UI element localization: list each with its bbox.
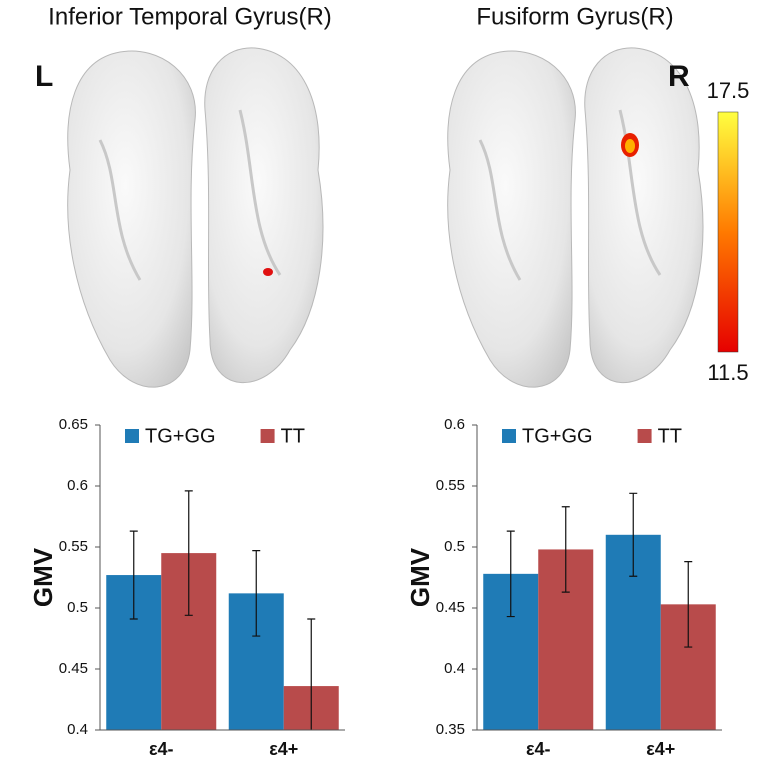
legend-swatch — [125, 429, 139, 443]
brain-left — [67, 47, 324, 388]
y-tick-label: 0.35 — [436, 721, 465, 738]
legend-swatch — [637, 429, 652, 443]
y-tick-label: 0.4 — [67, 721, 88, 738]
y-tick-label: 0.5 — [67, 599, 88, 616]
legend-swatch — [260, 429, 275, 443]
error-bar — [684, 561, 693, 648]
y-tick-label: 0.45 — [59, 660, 88, 677]
chart-title: Fusiform Gyrus(R) — [476, 3, 673, 30]
plot-area — [106, 490, 339, 730]
y-tick-label: 0.65 — [59, 416, 88, 433]
hemisphere-label: R — [668, 60, 690, 93]
legend-label: TT — [281, 425, 305, 447]
error-bar — [129, 530, 138, 620]
colorbar — [717, 111, 739, 353]
error-bar — [307, 618, 316, 730]
error-bar — [184, 490, 193, 616]
y-tick-label: 0.6 — [444, 416, 465, 433]
plot-area — [483, 492, 716, 730]
y-tick-label: 0.5 — [444, 538, 465, 555]
chart-title: Inferior Temporal Gyrus(R) — [48, 3, 332, 30]
legend-swatch — [502, 429, 516, 443]
error-bar — [561, 506, 570, 593]
x-tick-label: ε4+ — [646, 739, 675, 759]
colorbar-max: 17.5 — [707, 78, 750, 103]
cluster — [263, 268, 273, 276]
hemisphere-label: L — [35, 60, 53, 93]
y-axis-label: GMV — [405, 547, 435, 607]
x-tick-label: ε4- — [526, 739, 551, 759]
colorbar-min: 11.5 — [707, 360, 748, 385]
x-tick-label: ε4- — [149, 739, 174, 759]
y-axis-label: GMV — [28, 547, 58, 607]
brain-right — [447, 47, 704, 388]
error-bar — [506, 530, 515, 618]
cluster-core — [625, 139, 635, 153]
y-tick-label: 0.6 — [67, 477, 88, 494]
error-bar — [629, 492, 638, 577]
legend-label: TG+GG — [522, 425, 593, 447]
legend-label: TG+GG — [145, 425, 216, 447]
y-tick-label: 0.55 — [59, 538, 88, 555]
y-tick-label: 0.55 — [436, 477, 465, 494]
y-tick-label: 0.45 — [436, 599, 465, 616]
x-tick-label: ε4+ — [269, 739, 298, 759]
legend-label: TT — [658, 425, 682, 447]
error-bar — [252, 550, 261, 637]
y-tick-label: 0.4 — [444, 660, 465, 677]
